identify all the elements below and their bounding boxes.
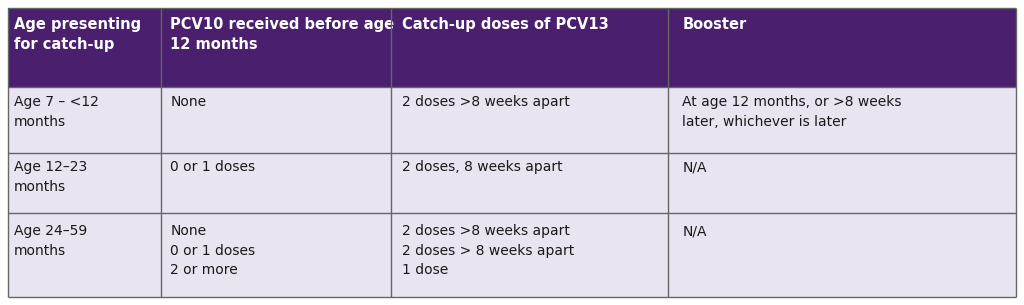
Bar — [8, 152, 161, 213]
Text: Age 7 – <12
months: Age 7 – <12 months — [14, 95, 99, 129]
Text: Catch-up doses of PCV13: Catch-up doses of PCV13 — [402, 17, 609, 32]
Text: 0 or 1 doses: 0 or 1 doses — [170, 160, 256, 174]
Bar — [8, 87, 161, 152]
Bar — [669, 152, 1016, 213]
Bar — [161, 8, 391, 87]
Text: N/A: N/A — [682, 224, 707, 238]
Text: PCV10 received before age
12 months: PCV10 received before age 12 months — [170, 17, 394, 52]
Bar — [391, 213, 669, 297]
Bar — [391, 8, 669, 87]
Bar — [391, 152, 669, 213]
Text: None: None — [170, 95, 207, 109]
Bar — [669, 87, 1016, 152]
Bar — [669, 213, 1016, 297]
Text: At age 12 months, or >8 weeks
later, whichever is later: At age 12 months, or >8 weeks later, whi… — [682, 95, 902, 129]
Text: 2 doses, 8 weeks apart: 2 doses, 8 weeks apart — [402, 160, 563, 174]
Text: Booster: Booster — [682, 17, 746, 32]
Bar — [669, 8, 1016, 87]
Text: 2 doses >8 weeks apart: 2 doses >8 weeks apart — [402, 95, 570, 109]
Text: N/A: N/A — [682, 160, 707, 174]
Bar — [8, 213, 161, 297]
Text: Age 12–23
months: Age 12–23 months — [14, 160, 87, 194]
Text: Age presenting
for catch-up: Age presenting for catch-up — [14, 17, 141, 52]
Text: Age 24–59
months: Age 24–59 months — [14, 224, 87, 258]
Bar — [161, 152, 391, 213]
Text: None
0 or 1 doses
2 or more: None 0 or 1 doses 2 or more — [170, 224, 256, 277]
Bar — [161, 87, 391, 152]
Bar — [161, 213, 391, 297]
Bar — [8, 8, 161, 87]
Text: 2 doses >8 weeks apart
2 doses > 8 weeks apart
1 dose: 2 doses >8 weeks apart 2 doses > 8 weeks… — [402, 224, 574, 277]
Bar — [391, 87, 669, 152]
